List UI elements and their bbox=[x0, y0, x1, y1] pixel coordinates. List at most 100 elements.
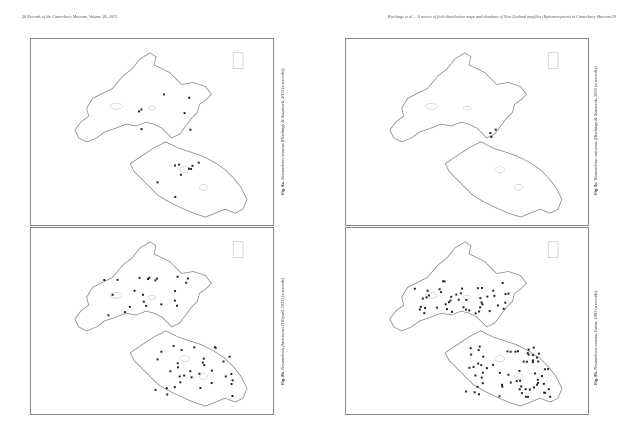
record-dot bbox=[419, 305, 422, 308]
record-dot bbox=[492, 289, 495, 292]
record-dot bbox=[535, 356, 538, 359]
record-dot bbox=[172, 345, 175, 348]
record-dot bbox=[524, 395, 527, 398]
record-dot bbox=[446, 308, 449, 311]
figure-caption-top-left: Fig. 8a. Nesameletus ornatus (Hitchings … bbox=[280, 68, 285, 195]
record-dot bbox=[103, 279, 106, 282]
right-page: Hitchings et al. – A review of field dis… bbox=[319, 0, 638, 435]
record-dot bbox=[514, 350, 517, 353]
record-dot bbox=[527, 395, 530, 398]
figure-map-top-right bbox=[345, 38, 589, 226]
record-dot bbox=[444, 303, 447, 306]
record-dot bbox=[532, 386, 535, 389]
record-dot bbox=[154, 388, 157, 391]
record-dot bbox=[476, 287, 479, 290]
record-dot bbox=[549, 395, 552, 398]
record-dot bbox=[469, 347, 472, 350]
record-dot bbox=[504, 301, 507, 304]
record-dot bbox=[450, 295, 453, 298]
record-dot bbox=[455, 293, 458, 296]
record-dot bbox=[531, 354, 534, 357]
record-dot bbox=[479, 297, 482, 300]
record-dot bbox=[124, 311, 127, 314]
record-dot bbox=[142, 293, 144, 296]
record-dot bbox=[199, 386, 202, 389]
lake-outline bbox=[147, 295, 157, 300]
figure-caption-bottom-right: Fig. 8b. Nesameletus ornatus Eaton, 1883… bbox=[593, 290, 598, 385]
lake-outline bbox=[179, 355, 190, 362]
record-dot bbox=[426, 289, 429, 292]
record-dot bbox=[532, 346, 535, 349]
record-dot bbox=[477, 362, 480, 365]
record-dot bbox=[526, 352, 529, 355]
record-dot bbox=[128, 305, 131, 308]
map-scale-box bbox=[232, 241, 244, 258]
record-dot bbox=[498, 395, 501, 398]
record-dot bbox=[531, 361, 534, 364]
record-dot bbox=[536, 383, 539, 386]
record-dot bbox=[462, 306, 465, 309]
record-dot bbox=[473, 391, 476, 394]
record-dot bbox=[490, 135, 493, 138]
record-dot bbox=[543, 368, 546, 371]
record-dot bbox=[501, 385, 504, 388]
north-island-outline bbox=[74, 241, 212, 332]
record-dot bbox=[197, 161, 200, 164]
record-dot bbox=[185, 281, 188, 284]
record-dot bbox=[174, 195, 177, 198]
record-dot bbox=[448, 301, 450, 304]
record-dot bbox=[203, 364, 206, 367]
south-island-outline bbox=[444, 141, 563, 218]
record-dot bbox=[547, 368, 550, 371]
record-dot bbox=[179, 173, 182, 176]
record-dot bbox=[138, 110, 141, 113]
record-dot bbox=[231, 379, 234, 382]
record-dot bbox=[107, 314, 110, 317]
record-dot bbox=[148, 276, 151, 279]
record-dot bbox=[222, 360, 225, 363]
record-dot bbox=[537, 360, 540, 363]
record-dot bbox=[516, 350, 519, 353]
record-dot bbox=[547, 388, 550, 391]
record-dot bbox=[522, 360, 525, 363]
record-dot bbox=[183, 112, 186, 115]
record-dot bbox=[165, 387, 168, 390]
record-dot bbox=[543, 391, 546, 394]
record-dot bbox=[423, 312, 426, 315]
record-dot bbox=[537, 381, 540, 384]
record-dot bbox=[496, 304, 499, 307]
record-dot bbox=[489, 132, 492, 135]
record-dot bbox=[140, 108, 143, 111]
record-dot bbox=[145, 304, 148, 307]
record-dot bbox=[163, 93, 166, 96]
record-dot bbox=[230, 372, 233, 375]
record-dot bbox=[502, 307, 505, 310]
record-dot bbox=[440, 291, 443, 294]
record-dot bbox=[527, 348, 530, 351]
record-dot bbox=[481, 371, 484, 374]
record-dot bbox=[187, 167, 190, 170]
record-dot bbox=[191, 164, 194, 167]
record-dot bbox=[178, 163, 181, 166]
record-dot bbox=[492, 363, 495, 366]
record-dot bbox=[507, 292, 510, 295]
lake-outline bbox=[110, 292, 123, 299]
record-dot bbox=[424, 307, 427, 310]
record-dot bbox=[133, 289, 136, 292]
left-page: 28 Records of the Canterbury Museum, Vol… bbox=[22, 14, 285, 415]
record-dot bbox=[177, 366, 180, 369]
record-dot bbox=[527, 353, 530, 356]
lake-outline bbox=[199, 184, 208, 191]
record-dot bbox=[481, 286, 484, 289]
record-dot bbox=[515, 380, 518, 383]
record-dot bbox=[485, 367, 488, 370]
record-dot bbox=[472, 365, 475, 368]
map-scale-box bbox=[232, 52, 244, 69]
record-dot bbox=[477, 393, 480, 396]
nz-distribution-map bbox=[389, 52, 563, 218]
record-dot bbox=[468, 366, 471, 369]
figure-map-bottom-left bbox=[30, 227, 274, 415]
record-dot bbox=[210, 382, 213, 385]
lake-outline bbox=[425, 103, 438, 110]
lake-outline bbox=[514, 373, 523, 380]
